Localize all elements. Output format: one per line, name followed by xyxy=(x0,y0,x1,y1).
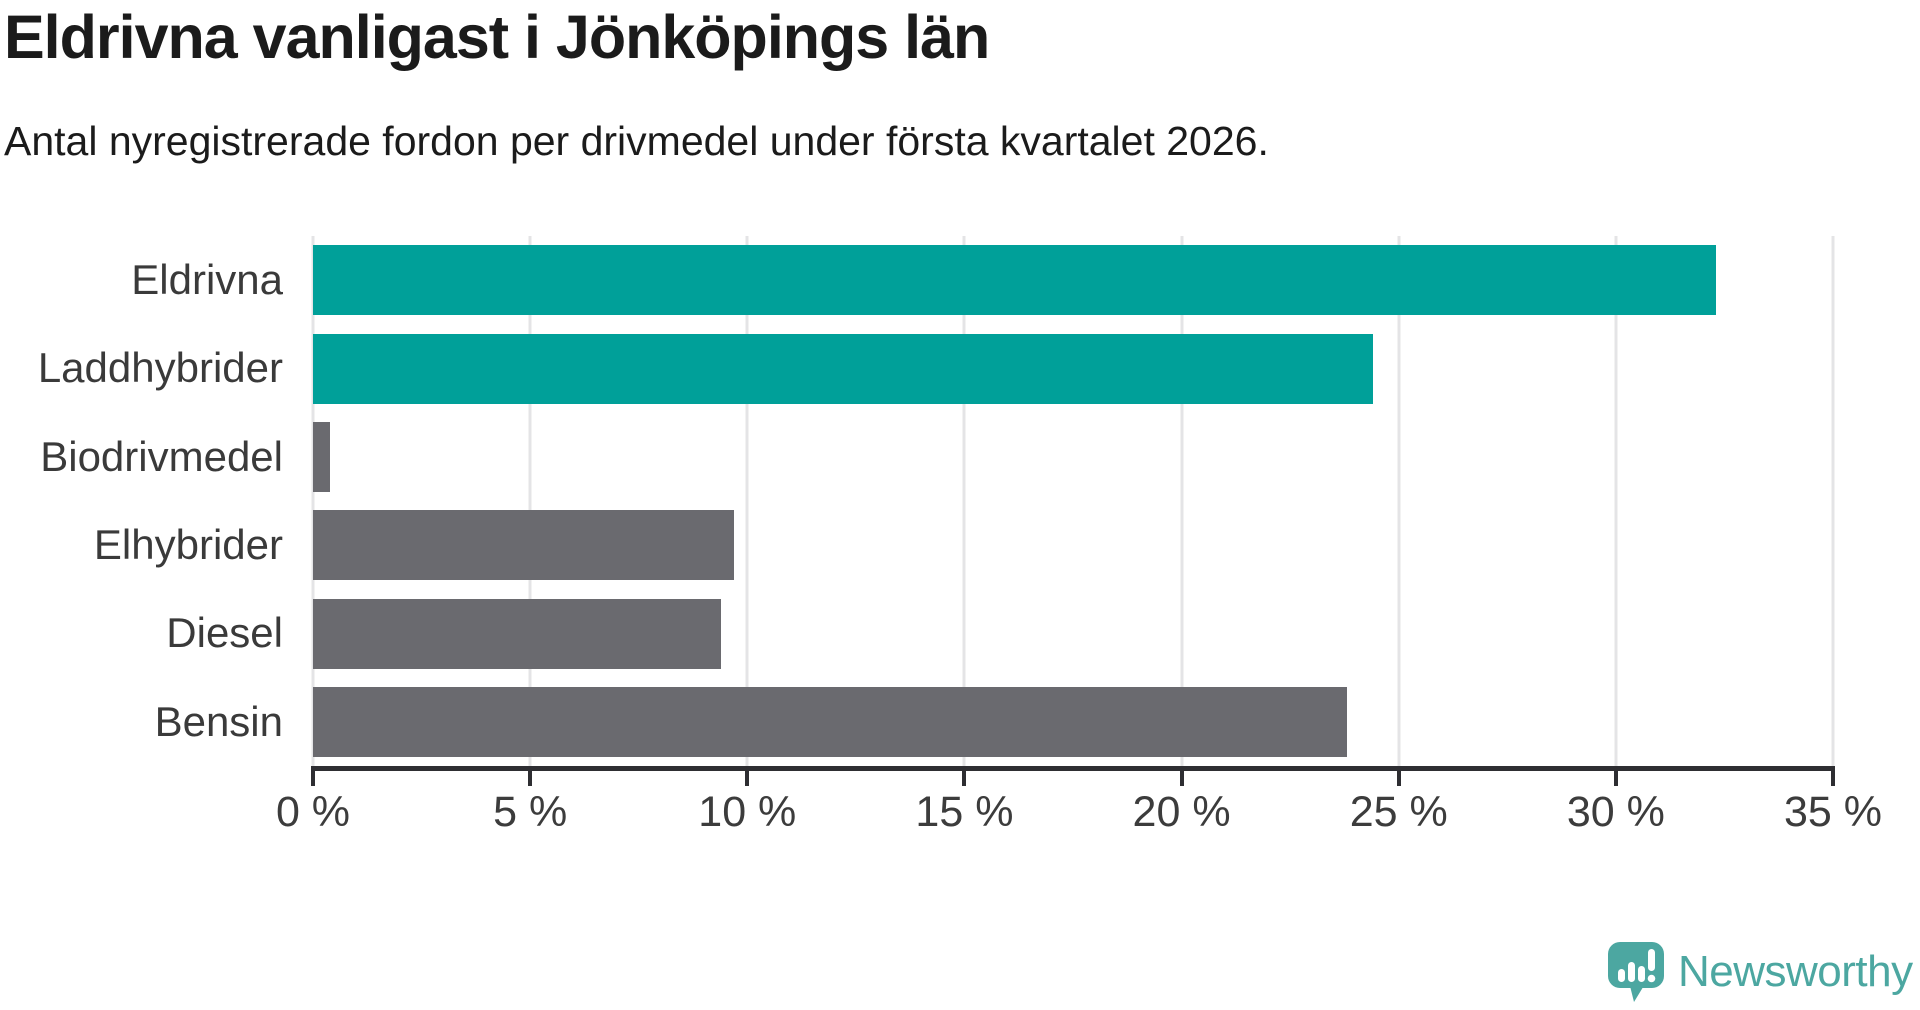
category-label-bensin: Bensin xyxy=(154,697,283,745)
bar-eldrivna xyxy=(313,245,1716,316)
bar-bensin xyxy=(313,686,1347,757)
plot-area: 0 % 5 % 10 % 15 % 20 % 25 % 30 % 35 % xyxy=(276,236,1882,836)
chart-subtitle: Antal nyregistrerade fordon per drivmede… xyxy=(4,118,1269,164)
chart-title: Eldrivna vanligast i Jönköpings län xyxy=(4,3,990,71)
newsworthy-logo-icon xyxy=(1608,942,1664,1002)
category-label-biodrivmedel: Biodrivmedel xyxy=(40,432,283,480)
category-label-diesel: Diesel xyxy=(166,609,283,657)
category-label-laddhybrider: Laddhybrider xyxy=(37,344,283,392)
x-axis-tick-10 xyxy=(745,771,750,786)
gridline-0 xyxy=(311,236,315,766)
x-axis-tick-label-5: 5 % xyxy=(493,788,568,836)
gridline-15 xyxy=(962,236,966,766)
x-axis-line xyxy=(311,766,1835,771)
bar-diesel xyxy=(313,598,722,669)
bar-elhybrider xyxy=(313,510,735,581)
category-label-elhybrider: Elhybrider xyxy=(93,521,283,568)
gridline-20 xyxy=(1180,236,1184,766)
x-axis-tick-label-15: 15 % xyxy=(915,788,1014,836)
x-axis-tick-35 xyxy=(1831,771,1835,786)
x-axis-tick-label-10: 10 % xyxy=(698,788,797,836)
gridline-35 xyxy=(1831,236,1835,766)
x-axis-tick-label-30: 30 % xyxy=(1566,788,1665,836)
gridline-10 xyxy=(745,236,749,766)
gridline-5 xyxy=(528,236,532,766)
category-label-eldrivna: Eldrivna xyxy=(131,256,283,303)
gridline-25 xyxy=(1397,236,1401,766)
x-axis-tick-5 xyxy=(528,771,533,786)
x-axis-tick-20 xyxy=(1179,771,1184,786)
x-axis-tick-25 xyxy=(1396,771,1401,786)
x-axis-tick-label-35: 35 % xyxy=(1783,788,1883,836)
x-axis-tick-30 xyxy=(1613,771,1618,786)
x-axis-tick-label-0: 0 % xyxy=(275,788,351,836)
y-axis-category-labels: Eldrivna Laddhybrider Biodrivmedel Elhybrid… xyxy=(0,236,283,766)
bar-laddhybrider xyxy=(313,333,1373,404)
x-axis-tick-0 xyxy=(311,771,315,786)
bar-biodrivmedel xyxy=(313,421,331,492)
x-axis-tick-label-20: 20 % xyxy=(1132,788,1231,836)
gridline-30 xyxy=(1614,236,1618,766)
newsworthy-logo[interactable]: Newsworthy xyxy=(1607,941,1913,1003)
x-axis-tick-15 xyxy=(962,771,967,786)
newsworthy-logo-text: Newsworthy xyxy=(1678,947,1913,996)
x-axis-tick-label-25: 25 % xyxy=(1349,788,1448,836)
